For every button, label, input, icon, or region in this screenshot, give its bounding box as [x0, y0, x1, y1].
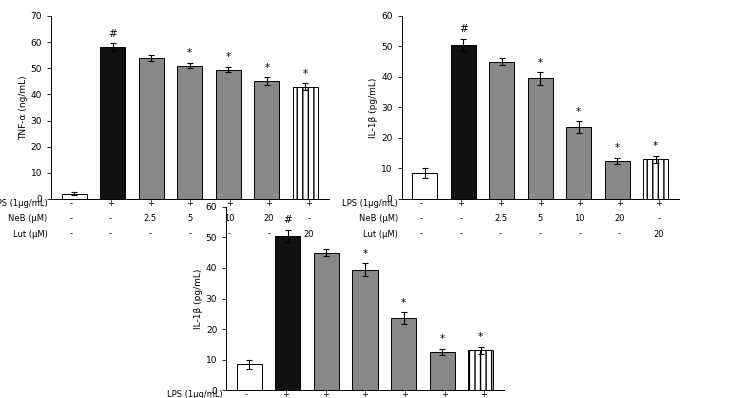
Bar [412, 173, 437, 199]
Text: +: + [226, 199, 233, 208]
Text: +: + [361, 390, 369, 398]
Text: LPS (1μg/mL): LPS (1μg/mL) [0, 199, 47, 208]
Text: -: - [459, 215, 462, 223]
Text: *: * [478, 332, 483, 342]
Y-axis label: IL-1β (pg/mL): IL-1β (pg/mL) [369, 77, 378, 138]
Text: #: # [108, 29, 117, 39]
Text: -: - [69, 230, 72, 238]
Text: LPS (1μg/mL): LPS (1μg/mL) [342, 199, 398, 208]
Text: *: * [362, 249, 368, 259]
Text: +: + [480, 390, 488, 398]
Text: 5: 5 [187, 215, 193, 223]
Text: #: # [458, 24, 467, 34]
Bar [216, 70, 241, 199]
Text: 10: 10 [575, 215, 585, 223]
Text: -: - [109, 215, 112, 223]
Text: -: - [618, 230, 621, 238]
Text: +: + [497, 199, 504, 208]
Y-axis label: IL-1β (pg/mL): IL-1β (pg/mL) [194, 268, 203, 329]
Text: 10: 10 [224, 215, 234, 223]
Text: +: + [305, 199, 312, 208]
Text: 20: 20 [614, 215, 625, 223]
Text: *: * [303, 69, 308, 79]
Bar [353, 269, 377, 390]
Bar [450, 45, 476, 199]
Bar [468, 350, 493, 390]
Text: *: * [264, 63, 269, 73]
Text: *: * [226, 53, 231, 62]
Bar [254, 81, 280, 199]
Bar [391, 318, 416, 390]
Text: +: + [577, 199, 583, 208]
Text: 20: 20 [264, 215, 274, 223]
Text: +: + [266, 199, 272, 208]
Text: -: - [420, 215, 423, 223]
Text: -: - [459, 230, 462, 238]
Text: +: + [458, 199, 464, 208]
Text: -: - [109, 230, 112, 238]
Text: 20: 20 [304, 230, 314, 238]
Text: Lut (μM): Lut (μM) [12, 230, 47, 238]
Text: -: - [149, 230, 152, 238]
Bar [177, 66, 202, 199]
Text: -: - [69, 199, 72, 208]
Bar [429, 352, 455, 390]
Text: +: + [107, 199, 114, 208]
Text: -: - [268, 230, 271, 238]
Text: -: - [658, 215, 661, 223]
Text: +: + [402, 390, 408, 398]
Text: +: + [616, 199, 623, 208]
Bar [604, 161, 630, 199]
Bar [139, 58, 164, 199]
Text: -: - [307, 215, 310, 223]
Bar [293, 86, 318, 199]
Text: +: + [147, 199, 153, 208]
Text: *: * [653, 141, 658, 151]
Text: -: - [188, 230, 191, 238]
Text: *: * [576, 107, 581, 117]
Text: -: - [420, 199, 423, 208]
Text: -: - [499, 230, 502, 238]
Bar [275, 236, 301, 390]
Bar [489, 62, 514, 199]
Text: NeB (μM): NeB (μM) [8, 215, 47, 223]
Text: *: * [187, 49, 193, 59]
Text: -: - [539, 230, 542, 238]
Bar [528, 78, 553, 199]
Bar [566, 127, 591, 199]
Text: *: * [401, 298, 406, 308]
Text: 5: 5 [537, 215, 543, 223]
Bar [643, 159, 668, 199]
Text: *: * [537, 58, 543, 68]
Text: #: # [283, 215, 292, 225]
Text: +: + [537, 199, 544, 208]
Text: -: - [228, 230, 231, 238]
Text: Lut (μM): Lut (μM) [363, 230, 398, 238]
Bar [100, 47, 126, 199]
Text: +: + [322, 390, 328, 398]
Text: *: * [439, 334, 445, 344]
Text: -: - [69, 215, 72, 223]
Text: 2.5: 2.5 [494, 215, 507, 223]
Text: +: + [186, 199, 193, 208]
Bar [62, 194, 87, 199]
Text: +: + [441, 390, 447, 398]
Text: *: * [615, 143, 620, 153]
Text: NeB (μM): NeB (μM) [358, 215, 398, 223]
Text: -: - [420, 230, 423, 238]
Text: -: - [578, 230, 581, 238]
Text: +: + [656, 199, 663, 208]
Text: +: + [283, 390, 289, 398]
Text: 2.5: 2.5 [144, 215, 157, 223]
Bar [237, 364, 262, 390]
Text: LPS (1μg/mL): LPS (1μg/mL) [167, 390, 223, 398]
Y-axis label: TNF-α (ng/mL): TNF-α (ng/mL) [19, 75, 28, 140]
Text: -: - [245, 390, 247, 398]
Text: 20: 20 [654, 230, 664, 238]
Bar [314, 253, 339, 390]
